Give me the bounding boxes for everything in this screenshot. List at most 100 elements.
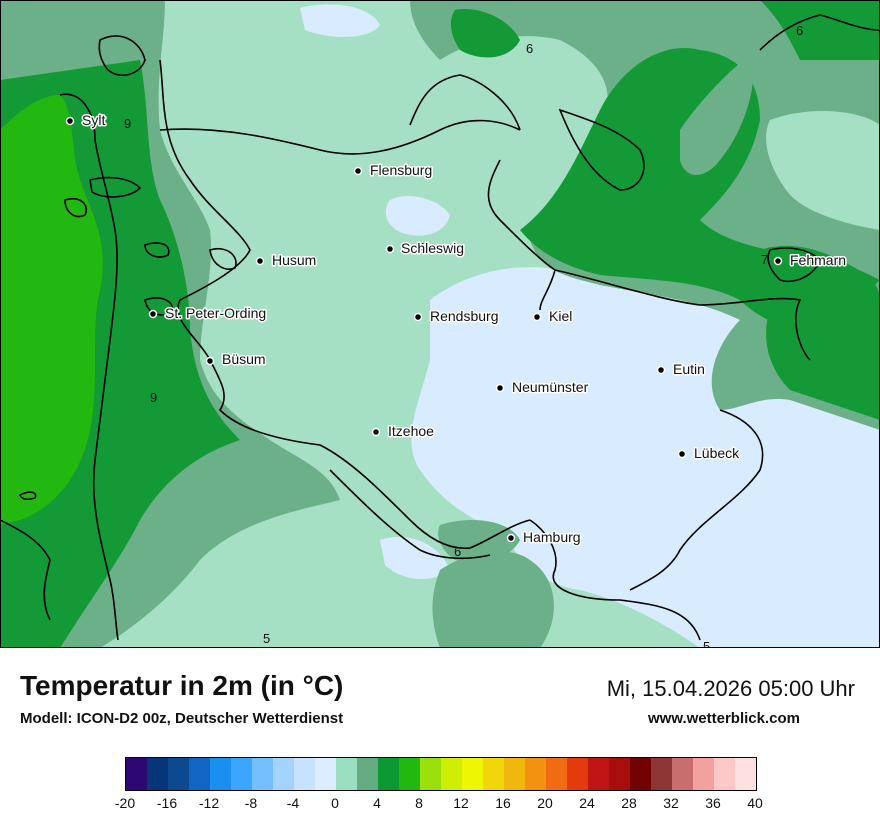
city-marker bbox=[148, 309, 158, 319]
legend-color-cell bbox=[315, 758, 336, 790]
city-kiel[interactable]: Kiel bbox=[532, 307, 574, 326]
city-label: Schleswig bbox=[401, 240, 464, 256]
legend-color-cell bbox=[567, 758, 588, 790]
legend-color-cell bbox=[714, 758, 735, 790]
legend-tick-labels: -20 -16 -12 -8 -4 0 4 8 12 16 20 24 28 32 36 40 bbox=[105, 795, 785, 815]
contour-label: 9 bbox=[150, 390, 157, 405]
city-buesum[interactable]: Büsum bbox=[205, 350, 267, 369]
city-marker bbox=[656, 365, 666, 375]
city-marker bbox=[255, 256, 265, 266]
legend-color-cell bbox=[378, 758, 399, 790]
band-6-8-north-lobe bbox=[450, 9, 520, 58]
city-luebeck[interactable]: Lübeck bbox=[677, 444, 742, 463]
legend-tick-label: -8 bbox=[244, 795, 258, 811]
city-husum[interactable]: Husum bbox=[255, 251, 318, 270]
city-label: Flensburg bbox=[370, 162, 432, 178]
legend-color-cell bbox=[126, 758, 147, 790]
city-marker bbox=[773, 256, 783, 266]
city-label: Itzehoe bbox=[388, 423, 434, 439]
color-scale-legend bbox=[125, 757, 757, 791]
city-st-peter-ording[interactable]: St. Peter-Ording bbox=[148, 304, 268, 323]
city-label: Rendsburg bbox=[430, 308, 499, 324]
legend-color-cell bbox=[441, 758, 462, 790]
band-4-6-hamburg bbox=[438, 520, 520, 562]
contour-label: 6 bbox=[526, 41, 533, 56]
legend-color-cell bbox=[189, 758, 210, 790]
legend-color-cell bbox=[504, 758, 525, 790]
legend-tick-label: 4 bbox=[373, 795, 381, 811]
band-4-6-south bbox=[432, 551, 554, 648]
city-label: St. Peter-Ording bbox=[165, 305, 266, 321]
contour-label: 5 bbox=[703, 639, 710, 648]
legend-color-cell bbox=[357, 758, 378, 790]
city-label: Kiel bbox=[549, 308, 572, 324]
city-label: Neumünster bbox=[512, 379, 589, 395]
legend-tick-label: 16 bbox=[495, 795, 511, 811]
forecast-datetime: Mi, 15.04.2026 05:00 Uhr bbox=[606, 676, 855, 701]
contour-label: 6 bbox=[796, 23, 803, 38]
city-flensburg[interactable]: Flensburg bbox=[353, 161, 434, 180]
contour-label: 5 bbox=[263, 631, 270, 646]
legend-color-cell bbox=[651, 758, 672, 790]
city-marker bbox=[495, 383, 505, 393]
city-marker bbox=[532, 312, 542, 322]
legend-color-cell bbox=[462, 758, 483, 790]
city-label: Büsum bbox=[222, 351, 266, 367]
legend-color-cell bbox=[420, 758, 441, 790]
map-footer: Temperatur in 2m (in °C) Modell: ICON-D2… bbox=[0, 648, 880, 830]
legend-color-cell bbox=[294, 758, 315, 790]
coastlines bbox=[0, 14, 880, 641]
legend-tick-label: 40 bbox=[747, 795, 763, 811]
band-0-2-patch bbox=[380, 536, 450, 580]
city-label: Hamburg bbox=[523, 529, 581, 545]
city-label: Husum bbox=[272, 252, 316, 268]
city-neumuenster[interactable]: Neumünster bbox=[495, 378, 590, 397]
legend-color-cell bbox=[147, 758, 168, 790]
city-itzehoe[interactable]: Itzehoe bbox=[371, 422, 436, 441]
city-label: Lübeck bbox=[694, 445, 740, 461]
city-label: Eutin bbox=[673, 361, 705, 377]
website-link[interactable]: www.wetterblick.com bbox=[648, 710, 800, 727]
legend-tick-label: 20 bbox=[537, 795, 553, 811]
city-sylt[interactable]: Sylt bbox=[65, 111, 107, 130]
weather-map: 9 9 6 6 4 7 6 5 5 Sylt Flensburg Schlesw… bbox=[0, 0, 880, 654]
legend-tick-label: -4 bbox=[286, 795, 300, 811]
band-6-8-pale-island bbox=[766, 110, 880, 230]
band-0-2-patch bbox=[385, 195, 450, 236]
city-marker bbox=[677, 449, 687, 459]
legend-tick-label: 36 bbox=[705, 795, 721, 811]
legend-color-cell bbox=[630, 758, 651, 790]
legend-color-cell bbox=[399, 758, 420, 790]
legend-tick-label: -16 bbox=[156, 795, 178, 811]
city-marker bbox=[371, 427, 381, 437]
band-4-6-island-rim bbox=[680, 55, 754, 175]
band-6-8-east bbox=[760, 245, 880, 420]
legend-tick-label: -20 bbox=[114, 795, 136, 811]
map-title: Temperatur in 2m (in °C) bbox=[20, 670, 344, 701]
contour-label: 7 bbox=[761, 252, 768, 267]
city-marker bbox=[385, 244, 395, 254]
legend-tick-label: 8 bbox=[415, 795, 423, 811]
model-source: Modell: ICON-D2 00z, Deutscher Wetterdie… bbox=[20, 710, 344, 727]
band-8-10-west bbox=[0, 95, 103, 525]
legend-color-cell bbox=[588, 758, 609, 790]
city-hamburg[interactable]: Hamburg bbox=[506, 528, 582, 547]
legend-tick-label: 32 bbox=[663, 795, 679, 811]
legend-color-cell bbox=[273, 758, 294, 790]
city-eutin[interactable]: Eutin bbox=[656, 360, 706, 379]
band-0-2-patch bbox=[300, 4, 380, 37]
city-fehmarn[interactable]: Fehmarn bbox=[773, 251, 848, 270]
legend-color-cell bbox=[483, 758, 504, 790]
city-label: Sylt bbox=[82, 112, 105, 128]
legend-color-cell bbox=[168, 758, 189, 790]
city-rendsburg[interactable]: Rendsburg bbox=[413, 307, 500, 326]
legend-tick-label: 12 bbox=[453, 795, 469, 811]
city-schleswig[interactable]: Schleswig bbox=[385, 239, 466, 258]
contour-label: 9 bbox=[124, 116, 131, 131]
legend-tick-label: 0 bbox=[331, 795, 339, 811]
contour-label: 6 bbox=[454, 544, 461, 559]
city-marker bbox=[413, 312, 423, 322]
legend-color-cell bbox=[231, 758, 252, 790]
city-marker bbox=[353, 166, 363, 176]
legend-tick-label: 28 bbox=[621, 795, 637, 811]
